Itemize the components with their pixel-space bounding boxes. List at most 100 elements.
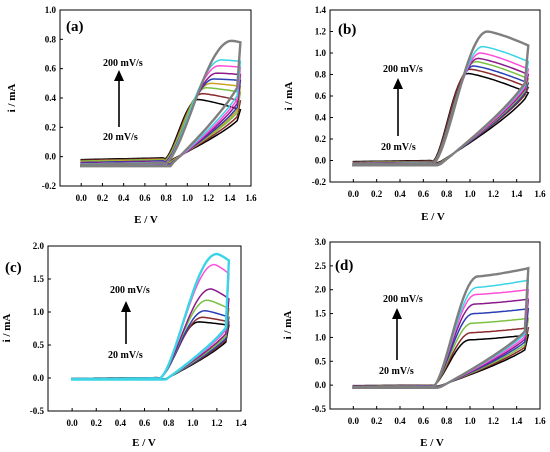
ytick-label-b: 0.2 (315, 134, 327, 144)
xtick-label-d: 1.6 (534, 416, 546, 426)
cv-curve-a (80, 39, 242, 168)
xtick-label-d: 0.8 (441, 416, 453, 426)
ytick-label-a: 0.8 (45, 34, 57, 44)
xtick-label-b: 0.0 (348, 189, 360, 199)
plot-area-b (329, 9, 541, 183)
ylabel-a: i / mA (6, 84, 18, 113)
ticks-c: 0.0 0.2 0.4 0.6 0.8 1.0 1.2 1.4 -0.5 0.0 0.5 1.0 1.5… (30, 241, 247, 428)
xtick-label-a: 1.4 (224, 193, 236, 203)
xtick-label-b: 1.6 (534, 189, 546, 199)
xtick-label-c: 1.4 (235, 418, 247, 428)
ytick-label-c: -0.5 (30, 406, 45, 416)
ytick-label-b: 0.4 (315, 113, 327, 123)
xtick-label-c: 1.2 (211, 418, 223, 428)
xlabel-d: E / V (420, 437, 444, 449)
xtick-label-b: 0.4 (394, 189, 406, 199)
annotation-low-d: 20 mV/s (379, 366, 414, 377)
xtick-label-a: 0.6 (139, 193, 151, 203)
ylabel-c: i / mA (1, 314, 13, 343)
ytick-label-d: 0.0 (315, 380, 327, 390)
series-b (352, 30, 530, 167)
xtick-label-a: 1.6 (245, 193, 257, 203)
panel-label-c: (c) (5, 260, 22, 276)
ticks-a: 0.0 0.2 0.4 0.6 0.8 1.0 1.2 1.4 1.6 -0.2 0.0 0.2 0.4… (42, 5, 257, 203)
ylabel-d: i / mA (282, 311, 294, 340)
xtick-label-d: 0.6 (418, 416, 430, 426)
annotation-low-a: 20 mV/s (103, 132, 138, 143)
ytick-label-c: 1.5 (33, 274, 45, 284)
xtick-label-b: 1.0 (464, 189, 476, 199)
panel-b: 0.0 0.2 0.4 0.6 0.8 1.0 1.2 1.4 1.6 -0.2 0.0 0.2 0.4… (283, 5, 546, 223)
ytick-label-a: 0.2 (45, 122, 57, 132)
arrow-a (114, 70, 124, 127)
ticks-b: 0.0 0.2 0.4 0.6 0.8 1.0 1.2 1.4 1.6 -0.2 0.0 0.2 0.4… (312, 5, 546, 199)
series-c (70, 252, 231, 381)
ytick-label-b: 1.4 (315, 5, 327, 15)
xtick-label-c: 1.0 (187, 418, 199, 428)
xtick-label-a: 0.2 (97, 193, 109, 203)
xlabel-a: E / V (134, 214, 158, 226)
xtick-label-a: 1.2 (203, 193, 215, 203)
xlabel-c: E / V (132, 437, 156, 449)
xtick-label-a: 0.0 (76, 193, 88, 203)
annotation-high-c: 200 mV/s (110, 285, 150, 296)
xtick-label-a: 0.4 (118, 193, 130, 203)
ytick-label-b: 1.2 (315, 27, 327, 37)
xtick-label-d: 0.2 (371, 416, 383, 426)
ytick-label-b: 1.0 (315, 48, 327, 58)
plot-area-a (59, 9, 252, 187)
annotation-low-c: 20 mV/s (108, 350, 143, 361)
xtick-label-b: 0.6 (418, 189, 430, 199)
ticks-d: 0.0 0.2 0.4 0.6 0.8 1.0 1.2 1.4 1.6 -0.5 0.0 0.5 1.0… (312, 237, 546, 426)
ytick-label-a: -0.2 (42, 181, 57, 191)
xtick-label-d: 1.0 (464, 416, 476, 426)
xtick-label-b: 1.2 (488, 189, 500, 199)
ytick-label-b: 0.8 (315, 70, 327, 80)
xtick-label-c: 0.4 (115, 418, 127, 428)
xtick-label-d: 0.4 (394, 416, 406, 426)
series-d (352, 266, 530, 389)
ytick-label-d: 1.5 (315, 309, 327, 319)
arrow-d (392, 308, 402, 360)
xlabel-b: E / V (421, 211, 445, 223)
ytick-label-b: 0.6 (315, 91, 327, 101)
annotation-high-b: 200 mV/s (383, 64, 423, 75)
xtick-label-b: 0.2 (371, 189, 383, 199)
cv-curve-b (352, 30, 530, 167)
xtick-label-d: 1.4 (511, 416, 523, 426)
ytick-label-c: 2.0 (33, 241, 45, 251)
ytick-label-d: 2.5 (315, 261, 327, 271)
xtick-label-c: 0.0 (67, 418, 79, 428)
ytick-label-a: 1.0 (45, 5, 57, 15)
plot-area-d (329, 241, 541, 410)
xtick-label-c: 0.6 (139, 418, 151, 428)
ytick-label-d: 3.0 (315, 237, 327, 247)
arrow-c (121, 301, 131, 344)
xtick-label-d: 1.2 (488, 416, 500, 426)
ytick-label-b: -0.2 (312, 177, 327, 187)
ytick-label-d: 0.5 (315, 356, 327, 366)
xtick-label-b: 1.4 (511, 189, 523, 199)
arrow-b (393, 78, 403, 136)
ytick-label-a: 0.0 (45, 152, 57, 162)
panel-label-d: (d) (335, 258, 353, 274)
plot-area-c (47, 245, 242, 412)
panel-c: 0.0 0.2 0.4 0.6 0.8 1.0 1.2 1.4 -0.5 0.0 0.5 1.0 1.5… (1, 241, 247, 449)
ytick-label-c: 0.0 (33, 373, 45, 383)
xtick-label-c: 0.8 (163, 418, 175, 428)
ytick-label-d: 1.0 (315, 332, 327, 342)
annotation-high-a: 200 mV/s (103, 58, 143, 69)
xtick-label-d: 0.0 (348, 416, 360, 426)
xtick-label-a: 1.0 (182, 193, 194, 203)
ytick-label-c: 0.5 (33, 340, 45, 350)
annotation-high-d: 200 mV/s (383, 294, 423, 305)
ytick-label-c: 1.0 (33, 307, 45, 317)
xtick-label-c: 0.2 (91, 418, 103, 428)
xtick-label-a: 0.8 (160, 193, 172, 203)
annotation-low-b: 20 mV/s (381, 142, 416, 153)
panel-a: 0.0 0.2 0.4 0.6 0.8 1.0 1.2 1.4 1.6 -0.2 0.0 0.2 0.4… (6, 5, 257, 226)
series-a (80, 39, 242, 168)
ylabel-b: i / mA (283, 82, 295, 111)
panel-label-b: (b) (338, 22, 356, 38)
ytick-label-a: 0.4 (45, 93, 57, 103)
